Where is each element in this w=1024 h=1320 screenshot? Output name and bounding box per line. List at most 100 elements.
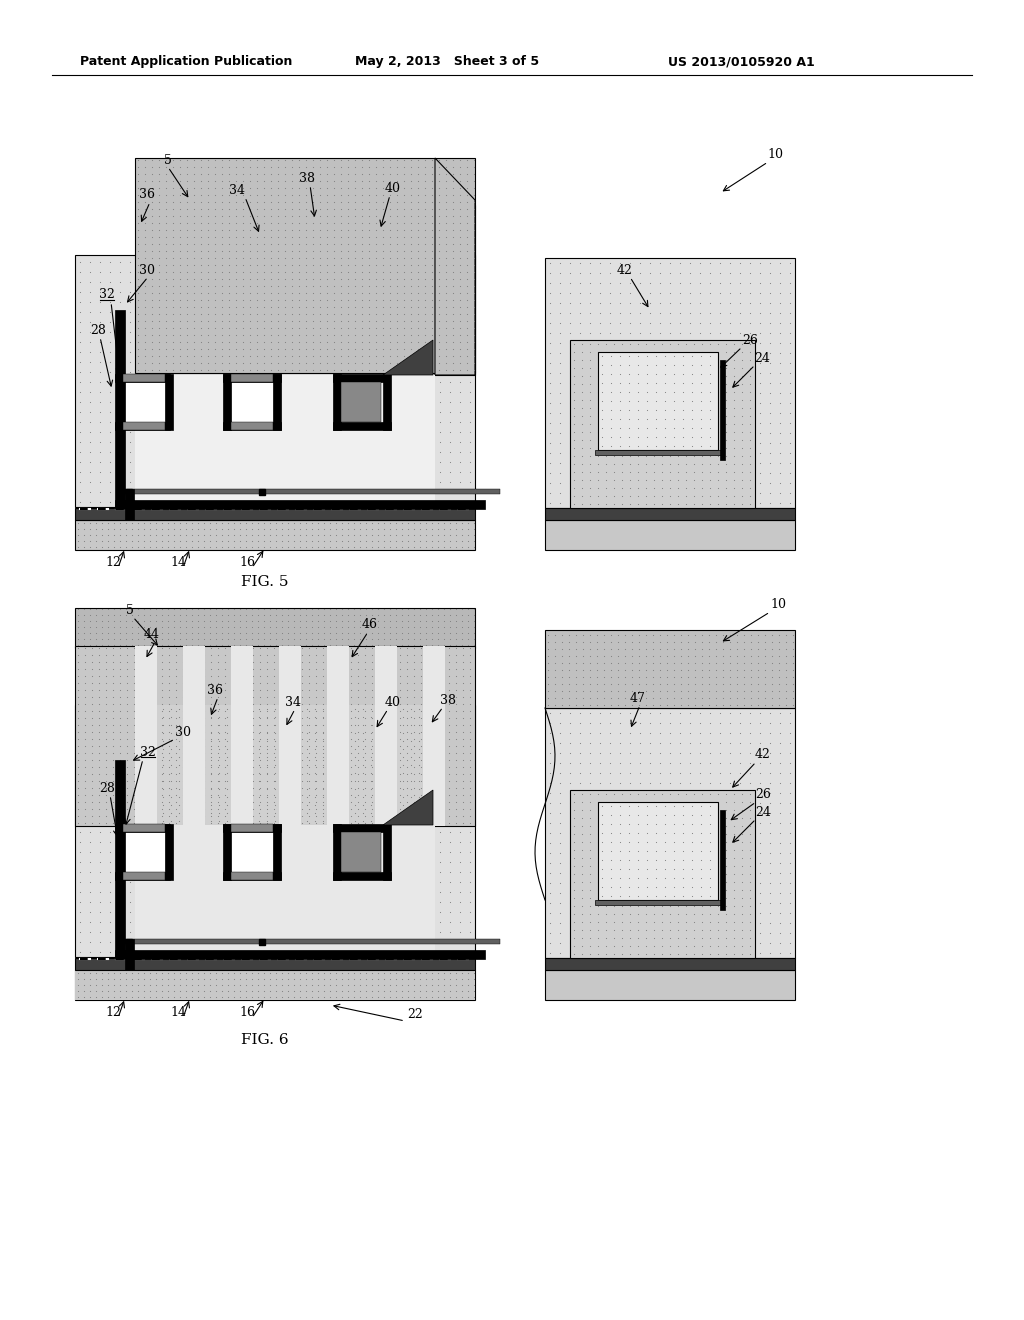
Bar <box>231 832 273 873</box>
Text: 10: 10 <box>767 149 783 161</box>
Text: 22: 22 <box>408 1008 423 1022</box>
Text: 40: 40 <box>385 181 401 194</box>
Bar <box>333 374 341 430</box>
Text: 42: 42 <box>617 264 633 276</box>
Text: 32: 32 <box>99 289 115 301</box>
Text: 12: 12 <box>105 1006 121 1019</box>
Text: 32: 32 <box>140 746 156 759</box>
Bar <box>273 374 281 430</box>
Bar <box>75 255 475 507</box>
Text: 46: 46 <box>362 619 378 631</box>
Bar <box>545 970 795 1001</box>
Bar <box>545 520 795 550</box>
Text: 30: 30 <box>139 264 155 276</box>
Bar <box>231 422 273 430</box>
Bar <box>123 824 165 832</box>
Text: FIG. 5: FIG. 5 <box>242 576 289 589</box>
Text: 42: 42 <box>755 748 771 762</box>
Bar <box>598 352 718 450</box>
Bar <box>545 630 795 708</box>
Text: FIG. 6: FIG. 6 <box>242 1034 289 1047</box>
Bar <box>231 824 273 832</box>
Bar <box>383 824 391 880</box>
Bar <box>231 645 253 826</box>
Bar <box>115 824 170 832</box>
Bar <box>165 824 173 880</box>
Text: 5: 5 <box>126 603 134 616</box>
Text: 47: 47 <box>630 692 646 705</box>
Bar <box>595 450 721 455</box>
Bar <box>75 520 475 550</box>
Bar <box>720 360 725 459</box>
Bar <box>135 158 475 374</box>
Bar <box>75 958 475 970</box>
Text: 16: 16 <box>239 556 255 569</box>
Bar <box>135 705 435 825</box>
Bar <box>598 803 718 900</box>
Bar <box>75 970 475 1001</box>
Text: Patent Application Publication: Patent Application Publication <box>80 55 293 69</box>
Bar <box>125 939 134 950</box>
Bar <box>333 873 391 880</box>
Bar <box>123 830 165 873</box>
Bar <box>341 832 381 873</box>
Bar <box>75 520 475 550</box>
Bar <box>570 789 755 958</box>
Bar <box>223 873 281 880</box>
Bar <box>545 958 795 970</box>
Text: 38: 38 <box>299 172 315 185</box>
Bar <box>115 500 485 510</box>
Text: 5: 5 <box>164 153 172 166</box>
Bar <box>223 824 231 880</box>
Text: 28: 28 <box>99 781 115 795</box>
Bar <box>75 970 475 1001</box>
Bar <box>595 900 721 906</box>
Bar <box>75 609 475 648</box>
Text: 44: 44 <box>144 628 160 642</box>
Bar <box>123 374 165 381</box>
Bar <box>223 422 281 430</box>
Bar <box>165 374 173 430</box>
Bar <box>123 380 165 422</box>
Bar <box>545 708 795 958</box>
Bar <box>223 824 281 832</box>
Bar <box>570 341 755 508</box>
Bar <box>545 257 795 508</box>
Bar <box>115 950 485 960</box>
Text: US 2013/0105920 A1: US 2013/0105920 A1 <box>668 55 815 69</box>
Bar <box>135 375 435 507</box>
Bar <box>720 810 725 909</box>
Bar <box>333 422 391 430</box>
Bar <box>115 422 170 430</box>
Bar <box>327 645 349 826</box>
Bar <box>75 645 475 826</box>
Text: 30: 30 <box>175 726 191 738</box>
Bar <box>75 508 475 520</box>
Bar <box>223 374 231 430</box>
Bar <box>115 310 125 508</box>
Text: 26: 26 <box>742 334 758 346</box>
Bar <box>223 374 281 381</box>
Polygon shape <box>435 158 475 375</box>
Bar <box>135 880 433 950</box>
Text: 12: 12 <box>105 556 121 569</box>
Polygon shape <box>383 341 433 375</box>
Bar <box>125 488 500 494</box>
Bar <box>125 939 500 944</box>
Text: 24: 24 <box>754 351 770 364</box>
Text: 28: 28 <box>90 323 105 337</box>
Bar <box>375 645 397 826</box>
Text: 24: 24 <box>755 805 771 818</box>
Text: 10: 10 <box>770 598 786 611</box>
Bar <box>333 824 341 880</box>
Bar <box>231 381 273 422</box>
Bar <box>135 645 157 826</box>
Bar <box>135 158 475 374</box>
Bar <box>75 645 475 826</box>
Bar <box>125 488 134 500</box>
Polygon shape <box>383 789 433 825</box>
Text: 16: 16 <box>239 1006 255 1019</box>
Text: 34: 34 <box>285 696 301 709</box>
Bar <box>279 645 301 826</box>
Bar <box>423 645 445 826</box>
